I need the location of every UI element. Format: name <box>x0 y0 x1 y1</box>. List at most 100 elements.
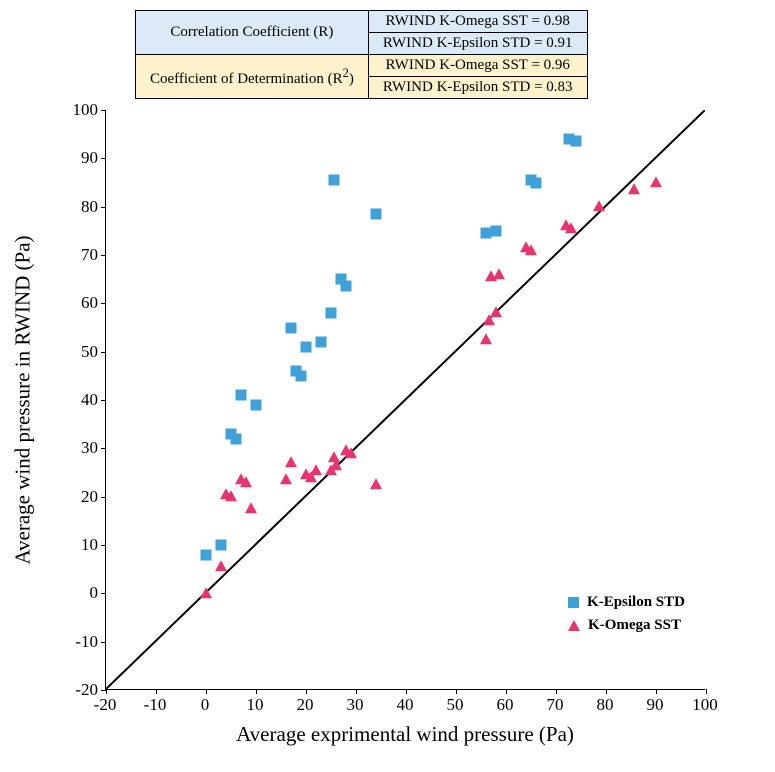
x-tick-label: -10 <box>135 695 175 715</box>
x-tick <box>506 689 507 694</box>
point-kepsilon <box>296 370 307 381</box>
y-tick-label: 40 <box>58 390 98 410</box>
point-komega <box>215 560 227 571</box>
point-komega <box>225 490 237 501</box>
point-kepsilon <box>328 175 339 186</box>
y-tick <box>101 545 106 546</box>
legend-entry-kepsilon: K-Epsilon STD <box>568 594 685 611</box>
point-komega <box>490 307 502 318</box>
x-tick <box>206 689 207 694</box>
point-komega <box>650 176 662 187</box>
point-kepsilon <box>341 281 352 292</box>
y-tick-label: 0 <box>58 583 98 603</box>
point-kepsilon <box>571 136 582 147</box>
y-tick <box>101 303 106 304</box>
x-tick <box>306 689 307 694</box>
x-tick-label: 60 <box>485 695 525 715</box>
point-kepsilon <box>286 322 297 333</box>
y-tick <box>101 448 106 449</box>
x-tick <box>356 689 357 694</box>
point-komega <box>565 222 577 233</box>
y-tick <box>101 207 106 208</box>
stats-r2-cell-2: RWIND K-Epsilon STD = 0.83 <box>368 77 587 99</box>
point-kepsilon <box>301 341 312 352</box>
point-kepsilon <box>251 399 262 410</box>
y-tick <box>101 110 106 111</box>
y-axis-title: Average wind pressure in RWIND (Pa) <box>11 235 36 564</box>
stats-r-cell-1: RWIND K-Omega SST = 0.98 <box>368 11 587 33</box>
point-komega <box>310 464 322 475</box>
x-tick <box>106 689 107 694</box>
point-komega <box>345 447 357 458</box>
stats-r2-cell-1: RWIND K-Omega SST = 0.96 <box>368 55 587 77</box>
point-komega <box>330 459 342 470</box>
point-kepsilon <box>216 540 227 551</box>
y-tick-label: 90 <box>58 148 98 168</box>
y-tick <box>101 352 106 353</box>
x-tick <box>706 689 707 694</box>
y-tick-label: 50 <box>58 342 98 362</box>
legend-label: K-Epsilon STD <box>587 594 685 611</box>
point-kepsilon <box>231 433 242 444</box>
x-tick <box>456 689 457 694</box>
point-komega <box>493 268 505 279</box>
y-tick <box>101 690 106 691</box>
y-tick <box>101 158 106 159</box>
point-kepsilon <box>201 549 212 560</box>
scatter-chart: Average wind pressure in RWIND (Pa) Aver… <box>0 100 775 772</box>
x-tick-label: 70 <box>535 695 575 715</box>
figure-stage: Correlation Coefficient (R) RWIND K-Omeg… <box>0 0 775 772</box>
y-tick-label: 10 <box>58 535 98 555</box>
point-kepsilon <box>326 308 337 319</box>
point-komega <box>200 587 212 598</box>
y-tick <box>101 400 106 401</box>
point-kepsilon <box>316 337 327 348</box>
point-komega <box>370 478 382 489</box>
x-tick-label: 90 <box>635 695 675 715</box>
x-tick-label: 100 <box>685 695 725 715</box>
point-komega <box>285 456 297 467</box>
point-komega <box>245 502 257 513</box>
x-axis-title: Average exprimental wind pressure (Pa) <box>105 722 705 747</box>
x-tick <box>156 689 157 694</box>
square-icon <box>568 597 579 608</box>
point-komega <box>280 473 292 484</box>
x-tick-label: 10 <box>235 695 275 715</box>
x-tick <box>606 689 607 694</box>
point-komega <box>628 183 640 194</box>
point-komega <box>525 244 537 255</box>
x-tick <box>556 689 557 694</box>
y-tick-label: 20 <box>58 487 98 507</box>
legend-label: K-Omega SST <box>588 617 681 634</box>
x-tick-label: 0 <box>185 695 225 715</box>
point-kepsilon <box>531 177 542 188</box>
y-tick <box>101 642 106 643</box>
y-tick <box>101 255 106 256</box>
x-tick-label: 20 <box>285 695 325 715</box>
y-tick <box>101 497 106 498</box>
triangle-icon <box>568 620 580 631</box>
point-komega <box>480 333 492 344</box>
x-tick-label: 80 <box>585 695 625 715</box>
y-tick-label: 100 <box>58 100 98 120</box>
y-tick-label: -10 <box>58 632 98 652</box>
y-tick-label: -20 <box>58 680 98 700</box>
y-tick <box>101 593 106 594</box>
x-tick <box>406 689 407 694</box>
point-kepsilon <box>236 390 247 401</box>
x-tick-label: 30 <box>335 695 375 715</box>
y-tick-label: 30 <box>58 438 98 458</box>
stats-r-label: Correlation Coefficient (R) <box>136 11 369 55</box>
x-tick-label: 50 <box>435 695 475 715</box>
stats-r-cell-2: RWIND K-Epsilon STD = 0.91 <box>368 33 587 55</box>
legend-entry-komega: K-Omega SST <box>568 617 685 634</box>
y-tick-label: 70 <box>58 245 98 265</box>
point-kepsilon <box>371 208 382 219</box>
y-axis-title-wrap: Average wind pressure in RWIND (Pa) <box>8 110 38 690</box>
x-tick <box>256 689 257 694</box>
point-komega <box>240 476 252 487</box>
point-kepsilon <box>491 225 502 236</box>
stats-table: Correlation Coefficient (R) RWIND K-Omeg… <box>135 10 588 99</box>
legend: K-Epsilon STD K-Omega SST <box>568 588 685 640</box>
x-tick <box>656 689 657 694</box>
